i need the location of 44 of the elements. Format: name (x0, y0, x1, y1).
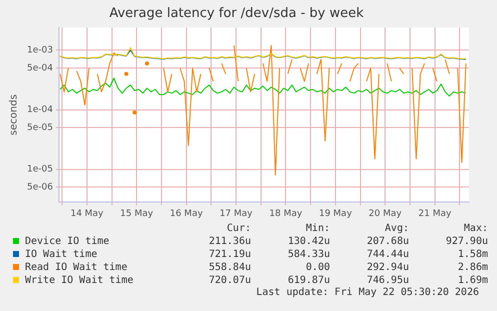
text: Cur: (226, 222, 252, 235)
text: 721.19u (208, 248, 252, 261)
text: 720.07u (208, 274, 252, 287)
y-tick-label: 5e-05 (26, 123, 53, 134)
text: 1.69m (456, 274, 489, 287)
point (132, 110, 137, 114)
text: 292.94u (366, 261, 410, 274)
y-tick-label: 1e-05 (26, 164, 53, 175)
x-tick-label: 16 May (170, 208, 204, 219)
text: Last update: Fri May 22 05:30:20 2026 (255, 287, 480, 298)
x-tick-label: 15 May (120, 208, 154, 219)
legend-label: Read IO Wait time (25, 262, 128, 273)
y-tick-label: 1e-04 (26, 105, 54, 116)
text: Avg: (384, 222, 410, 235)
text: 1.58m (456, 248, 489, 261)
text: 558.84u (208, 261, 252, 274)
y-tick-label: 5e-06 (26, 182, 54, 193)
text: 207.68u (366, 235, 410, 248)
x-tick-label: 19 May (318, 208, 353, 219)
text: Max: (462, 222, 489, 235)
text: 927.90u (444, 235, 489, 248)
y-tick-label: 1e-03 (26, 46, 53, 56)
legend-label: Device IO time (25, 236, 110, 247)
text: 2.86m (456, 261, 489, 274)
text: 744.44u (366, 248, 410, 261)
point (144, 61, 149, 66)
text: 130.42u (286, 235, 331, 248)
x-tick-label: 18 May (269, 208, 303, 219)
text: Min: (304, 222, 331, 235)
y-axis-title: seconds (8, 94, 20, 136)
point (124, 72, 128, 76)
text: 0.00 (304, 261, 331, 274)
text: 619.87u (286, 274, 331, 287)
legend-label: IO Wait time (25, 249, 98, 260)
text: 584.33u (286, 248, 331, 261)
text: 211.36u (208, 235, 252, 248)
y-tick-label: 5e-04 (26, 63, 54, 74)
legend-label: Write IO Wait time (25, 275, 134, 286)
x-tick-label: 14 May (70, 208, 104, 219)
x-tick-label: 20 May (368, 208, 402, 219)
x-tick-label: 21 May (418, 208, 452, 219)
text: 746.95u (366, 274, 410, 287)
chart-title: Average latency for /dev/sda - by week (109, 6, 364, 22)
x-tick-label: 17 May (220, 208, 254, 219)
